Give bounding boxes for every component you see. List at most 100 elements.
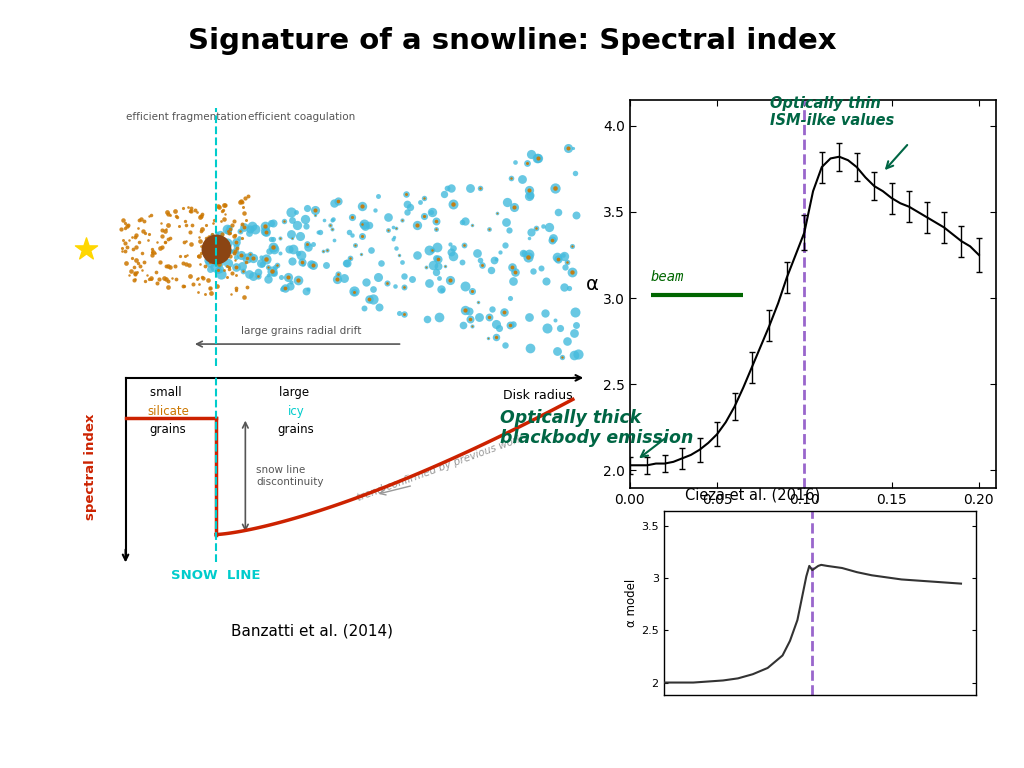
Point (346, 239, 362, 251)
Point (127, 253, 143, 266)
Point (169, 211, 185, 223)
Point (290, 247, 306, 259)
Point (486, 254, 503, 266)
Point (421, 243, 437, 256)
Point (216, 264, 232, 276)
Point (418, 261, 434, 273)
Point (354, 218, 371, 230)
Point (564, 266, 581, 278)
Point (549, 251, 565, 263)
Point (547, 182, 563, 194)
Text: large grains radial drift: large grains radial drift (241, 326, 361, 336)
Point (514, 173, 530, 185)
Point (266, 243, 283, 255)
Text: grains: grains (150, 423, 186, 436)
Point (214, 228, 230, 240)
Point (519, 251, 536, 263)
Point (146, 247, 163, 260)
Point (502, 292, 518, 304)
Point (519, 251, 536, 263)
Point (198, 219, 214, 231)
Point (569, 348, 586, 360)
Point (137, 227, 154, 240)
Point (297, 213, 313, 225)
Point (553, 351, 569, 363)
Point (564, 266, 581, 278)
Point (274, 283, 291, 295)
Point (293, 249, 309, 261)
Point (353, 230, 370, 242)
Point (234, 218, 251, 230)
Point (200, 273, 216, 286)
Point (474, 259, 490, 271)
Point (233, 196, 250, 208)
Text: Disk radius: Disk radius (503, 389, 572, 402)
Point (233, 232, 250, 244)
Point (379, 210, 395, 223)
Point (470, 296, 486, 308)
Point (216, 207, 232, 220)
Point (299, 241, 315, 253)
Point (145, 246, 162, 258)
Point (158, 260, 174, 272)
Point (480, 332, 497, 344)
Point (275, 215, 292, 227)
Point (227, 260, 244, 273)
Point (239, 256, 255, 268)
Point (330, 268, 346, 280)
Point (256, 220, 272, 233)
Point (357, 276, 374, 288)
Point (506, 200, 522, 213)
Point (258, 226, 274, 238)
Point (159, 206, 175, 218)
Point (480, 311, 497, 323)
Point (236, 221, 252, 233)
Point (433, 283, 450, 296)
Point (488, 253, 505, 266)
Point (559, 336, 575, 348)
Point (324, 223, 340, 235)
Point (131, 237, 147, 249)
Point (339, 257, 355, 269)
Point (298, 220, 314, 232)
Point (227, 260, 244, 273)
Y-axis label: α model: α model (626, 579, 638, 627)
Point (484, 303, 501, 315)
Point (267, 261, 284, 273)
Point (280, 270, 296, 283)
Point (232, 196, 249, 208)
Point (378, 277, 394, 290)
Point (204, 228, 220, 240)
Point (457, 215, 473, 227)
Point (461, 305, 477, 317)
Point (236, 207, 252, 220)
Point (116, 214, 132, 226)
Point (262, 217, 279, 229)
Point (181, 205, 198, 217)
X-axis label: a / arcsec: a / arcsec (776, 512, 850, 527)
Point (355, 218, 372, 230)
Point (212, 228, 228, 240)
Point (412, 196, 428, 208)
Point (481, 223, 498, 235)
Point (294, 256, 310, 268)
Point (137, 275, 154, 287)
Point (428, 223, 444, 235)
Point (202, 263, 218, 275)
Point (445, 242, 462, 254)
Point (305, 238, 322, 250)
Point (431, 271, 447, 283)
Text: Banzatti et al. (2014): Banzatti et al. (2014) (230, 624, 393, 639)
Point (373, 257, 389, 269)
Point (290, 274, 306, 286)
Point (488, 207, 505, 220)
Point (162, 231, 178, 243)
Point (127, 231, 143, 243)
Point (208, 235, 224, 247)
Point (195, 272, 211, 284)
Point (343, 210, 359, 223)
Point (210, 264, 226, 276)
Point (445, 197, 462, 210)
Point (258, 226, 274, 238)
Point (180, 259, 197, 271)
